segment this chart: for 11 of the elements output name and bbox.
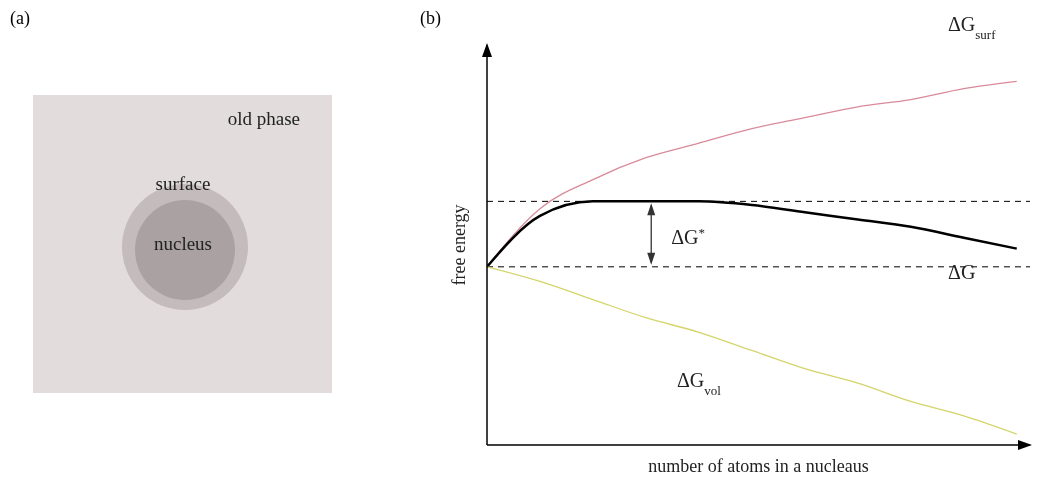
y-axis-title: free energy — [449, 204, 469, 286]
series-label: ΔG$_{vol}$ — [676, 369, 722, 398]
series-label: ΔG — [948, 260, 976, 283]
text: surface — [155, 173, 211, 194]
text: (a) — [10, 8, 30, 29]
text: old phase — [227, 108, 300, 129]
annotation: ΔG$^{*}$ — [671, 224, 706, 249]
text: nucleus — [153, 233, 213, 254]
x-axis-title: number of atoms in a nucleaus — [648, 456, 869, 476]
text: ΔG$_{surf}$ — [947, 13, 997, 42]
chart-title: (b) — [420, 8, 441, 29]
